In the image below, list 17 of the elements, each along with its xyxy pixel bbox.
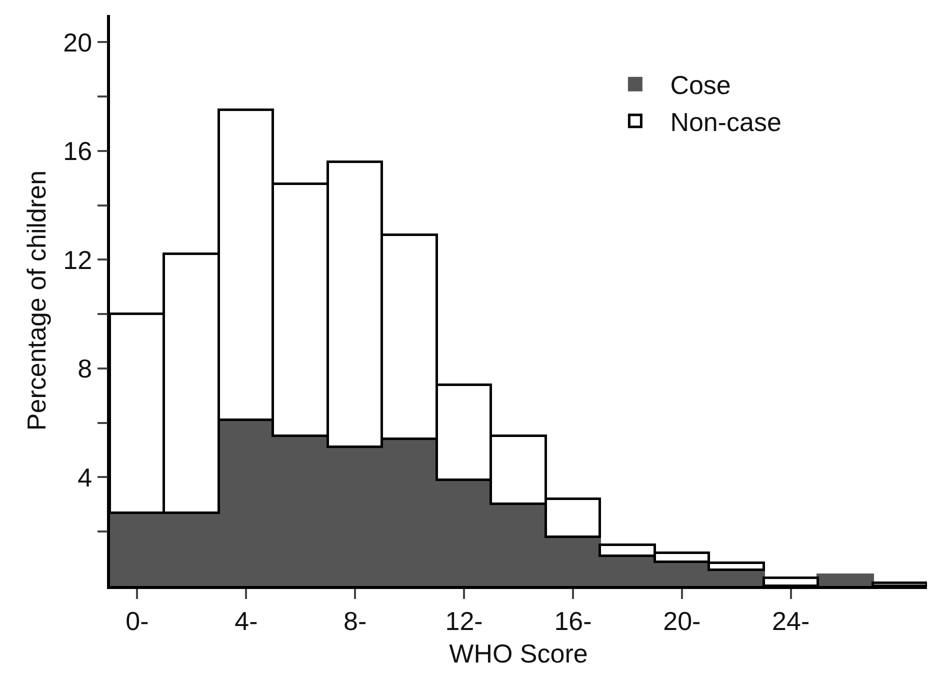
x-tick-label: 24- <box>772 606 810 636</box>
x-axis-title: WHO Score <box>449 638 588 669</box>
x-tick-label: 16- <box>554 606 592 636</box>
x-tick-label: 20- <box>663 606 701 636</box>
legend-label: Non-case <box>670 107 782 138</box>
y-tick-label: 8 <box>78 354 92 384</box>
x-tick-label: 0- <box>126 606 149 636</box>
y-tick-label: 4 <box>78 462 92 492</box>
x-tick-label: 12- <box>445 606 483 636</box>
x-tick-label: 8- <box>344 606 367 636</box>
y-tick-label: 20 <box>63 27 92 58</box>
bar <box>816 574 874 586</box>
x-tick-label: 4- <box>234 606 258 636</box>
y-tick-label: 12 <box>63 244 92 275</box>
legend-label: Cose <box>670 70 731 100</box>
y-axis-title: Percentage of children <box>22 170 52 431</box>
y-tick-label: 16 <box>63 136 92 166</box>
